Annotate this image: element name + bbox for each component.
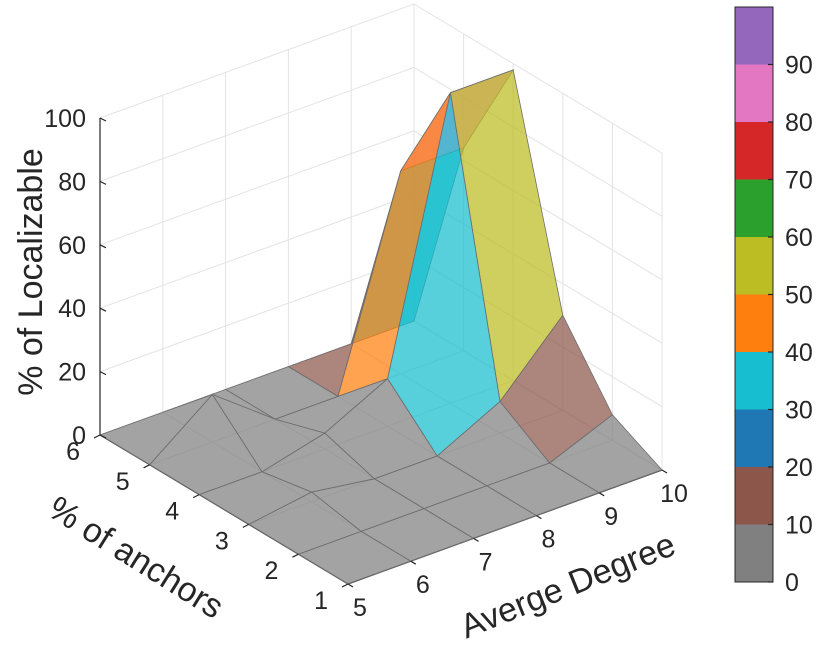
y-tick-mark [192,494,200,499]
colorbar-segment [735,352,773,410]
colorbar-segment [735,294,773,352]
colorbar-tick-label: 90 [785,52,813,80]
z-tick-mark [99,307,107,312]
colorbar-tick-label: 0 [785,569,799,597]
y-tick-label: 2 [264,557,278,585]
z-tick-label: 20 [58,359,86,387]
y-tick-label: 3 [215,527,229,555]
x-tick-label: 8 [541,526,555,554]
colorbar-segment [735,7,773,65]
x-tick-mark [347,583,354,588]
colorbar-segment [735,64,773,122]
x-tick-mark [598,492,605,497]
y-tick-mark [242,523,250,528]
z-tick-mark [99,180,107,185]
colorbar-tick-label: 50 [785,282,813,310]
x-tick-label: 10 [660,480,688,508]
y-tick-label: 1 [314,587,328,615]
colorbar: 0 10 20 30 40 50 60 70 80 90 [734,6,813,597]
z-tick-label: 0 [72,422,86,450]
y-tick-label: 4 [165,498,179,526]
y-tick-label: 6 [66,438,80,466]
x-tick-mark [536,515,542,520]
z-tick-label: 100 [44,105,86,133]
y-axis-label: % of anchors [42,489,230,626]
grid-line [99,3,663,154]
colorbar-tick-label: 60 [785,224,813,252]
colorbar-segment [735,409,773,467]
colorbar-segment [735,179,773,237]
colorbar-tick-label: 70 [785,167,813,195]
colorbar-tick-label: 80 [785,109,813,137]
z-tick-label: 40 [58,295,86,323]
x-tick-mark [410,560,417,565]
x-tick-mark [473,537,479,542]
y-axis-ticks: 1 2 3 4 5 6 [66,434,349,615]
surface-patch [297,530,412,585]
y-tick-mark [341,583,349,588]
z-tick-mark [99,434,107,439]
x-axis-label: Averge Degree [455,525,681,646]
x-tick-label: 6 [416,571,430,599]
colorbar-segment [735,122,773,180]
colorbar-tick-label: 40 [785,339,813,367]
colorbar-segment [735,237,773,295]
x-tick-label: 5 [353,594,367,622]
colorbar-tick-label: 30 [785,397,813,425]
x-tick-mark [661,469,668,474]
z-tick-mark [99,371,107,376]
x-tick-label: 9 [604,503,618,531]
colorbar-segment [735,467,773,525]
y-tick-mark [292,553,299,558]
y-tick-mark [93,434,101,439]
x-tick-label: 7 [479,548,493,576]
z-axis-ticks: 0 20 40 60 80 100 [44,105,107,450]
x-axis-ticks: 5 6 7 8 9 10 [347,469,688,622]
y-tick-mark [143,464,150,469]
z-tick-mark [99,244,107,249]
colorbar-tick-label: 20 [785,454,813,482]
colorbar-segment [735,524,773,582]
surface [99,69,663,585]
z-tick-label: 80 [58,168,86,196]
z-axis-label: % of Localizable [12,148,50,396]
y-tick-label: 5 [116,468,130,496]
z-tick-mark [99,117,107,122]
grid-line [99,66,663,217]
z-tick-label: 60 [58,232,86,260]
colorbar-tick-label: 10 [785,512,813,540]
